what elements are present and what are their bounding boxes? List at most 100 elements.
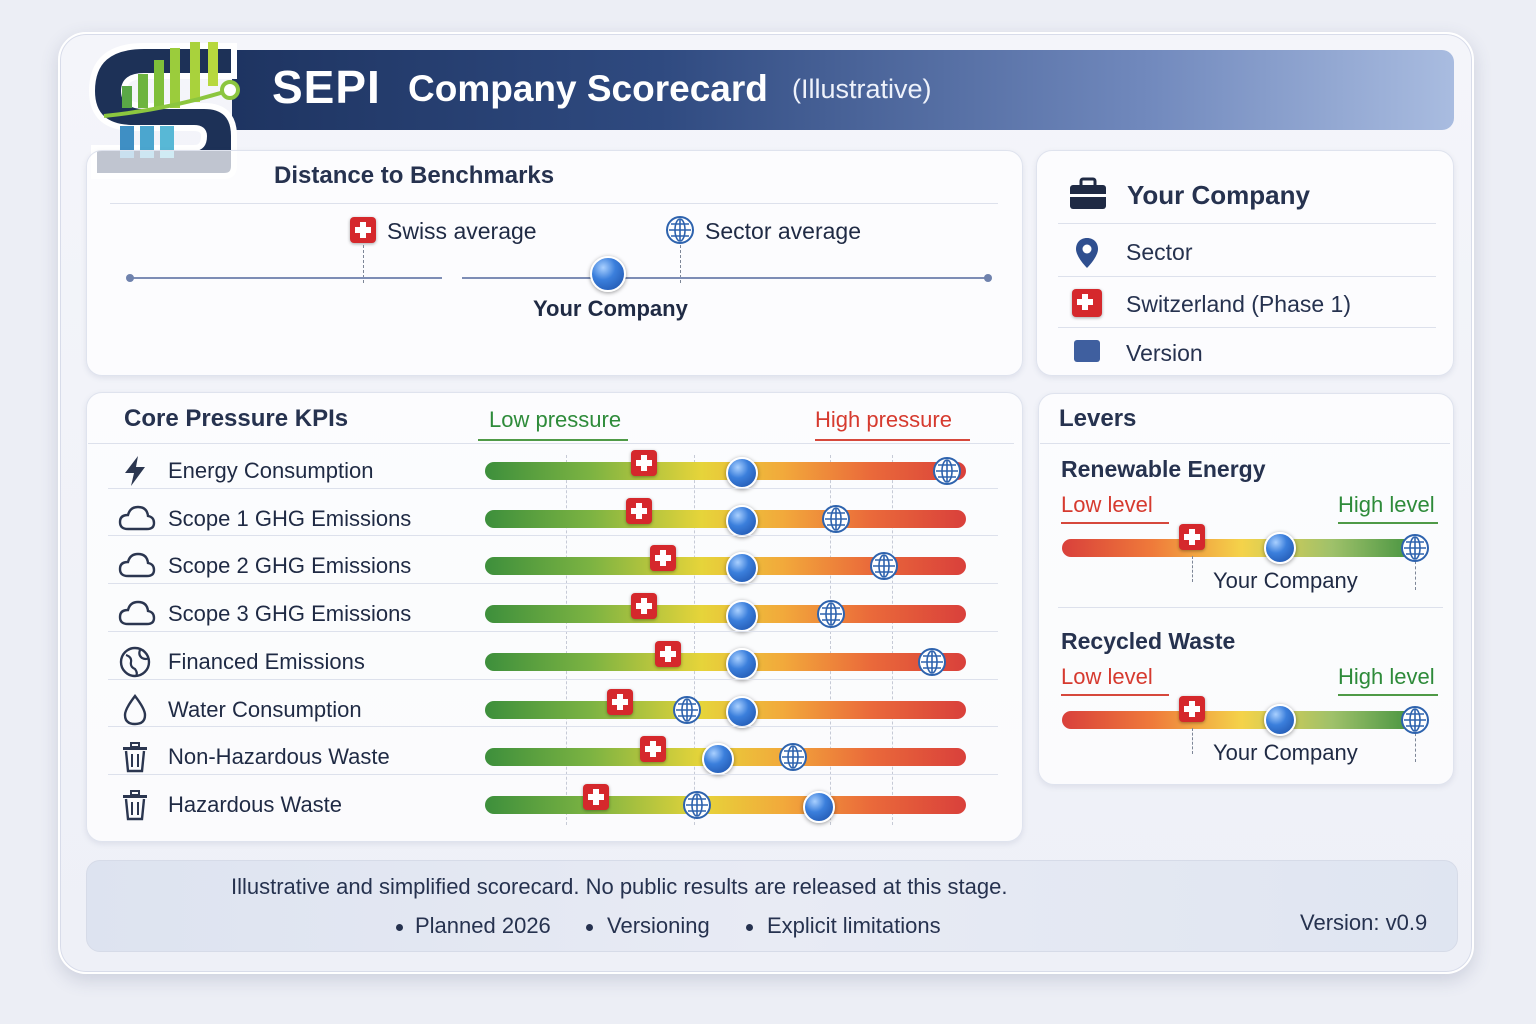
high-level-arrow xyxy=(1338,694,1438,696)
sector-info-label: Sector xyxy=(1126,239,1193,265)
divider xyxy=(1058,607,1443,608)
your-company-marker xyxy=(725,600,758,633)
sector-average-label: Sector average xyxy=(705,218,861,244)
swiss-average-marker xyxy=(630,593,657,620)
row-divider xyxy=(108,630,998,632)
marker-line xyxy=(1414,728,1416,762)
guide-line xyxy=(694,455,695,825)
kpi-label: Hazardous Waste xyxy=(168,791,343,817)
divider xyxy=(1058,327,1436,328)
page-title: Company Scorecard xyxy=(408,68,768,109)
row-divider xyxy=(108,726,998,728)
swiss-marker-line xyxy=(363,245,364,283)
kpi-label: Non-Hazardous Waste xyxy=(168,744,390,770)
your-company-marker xyxy=(1264,704,1296,736)
swiss-average-marker xyxy=(654,640,681,667)
your-company-marker xyxy=(802,790,835,823)
swiss-average-marker xyxy=(625,497,652,524)
your-company-marker xyxy=(725,647,758,680)
company-info-title: Your Company xyxy=(1127,180,1310,210)
sector-average-marker xyxy=(682,790,711,819)
swiss-average-marker xyxy=(1178,524,1205,550)
water-drop-icon xyxy=(118,693,152,727)
your-company-marker xyxy=(701,743,734,776)
sector-average-marker xyxy=(817,600,846,629)
swiss-average-marker xyxy=(640,736,667,763)
kpi-gradient-bar xyxy=(485,557,966,576)
sector-average-marker xyxy=(778,743,807,772)
lever-gradient-bar xyxy=(1062,711,1422,729)
row-divider xyxy=(108,678,998,680)
kpi-gradient-bar xyxy=(485,605,966,624)
your-company-marker xyxy=(725,457,758,489)
bullet-dot xyxy=(746,924,753,931)
bullet-dot xyxy=(396,924,403,931)
divider xyxy=(88,443,1014,444)
high-level-label: High level xyxy=(1338,664,1435,689)
lever-gradient-bar xyxy=(1062,539,1422,557)
guide-line xyxy=(566,455,567,825)
location-pin-icon xyxy=(1072,236,1108,272)
footer-bullet-planned: Planned 2026 xyxy=(415,913,551,938)
globe-icon xyxy=(666,216,694,244)
guide-line xyxy=(892,455,893,825)
square-icon xyxy=(1074,340,1100,362)
axis-end-dot xyxy=(984,274,992,282)
benchmark-axis-left xyxy=(130,277,442,279)
version-label: Version: v0.9 xyxy=(1300,910,1428,935)
header-bar xyxy=(232,50,1454,130)
swiss-average-marker xyxy=(582,783,609,810)
lever-title: Renewable Energy xyxy=(1061,456,1266,482)
globe-leaf-icon xyxy=(118,645,152,679)
kpi-label: Financed Emissions xyxy=(168,648,365,674)
benchmark-axis-right xyxy=(462,277,988,279)
bullet-dot xyxy=(586,924,593,931)
sector-average-marker xyxy=(1400,534,1429,562)
sector-average-marker xyxy=(870,552,899,581)
swiss-flag-icon xyxy=(350,217,376,243)
footer-bullet-versioning: Versioning xyxy=(607,913,710,938)
swiss-average-label: Swiss average xyxy=(387,218,537,244)
footer-note: Illustrative and simplified scorecard. N… xyxy=(231,874,1008,899)
your-company-marker xyxy=(725,504,758,537)
swiss-flag-icon xyxy=(1072,289,1102,317)
illustrative-note: (Illustrative) xyxy=(792,74,932,104)
your-company-marker xyxy=(725,695,758,728)
axis-start-dot xyxy=(126,274,134,282)
brand-title: SEPI xyxy=(272,61,381,113)
high-pressure-label: High pressure xyxy=(815,407,952,432)
low-level-arrow xyxy=(1061,522,1169,524)
row-divider xyxy=(108,487,998,489)
swiss-average-marker xyxy=(606,688,633,715)
kpi-label: Energy Consumption xyxy=(168,458,374,483)
kpi-label: Water Consumption xyxy=(168,696,362,722)
footer-panel xyxy=(86,860,1458,952)
kpi-gradient-bar xyxy=(485,652,966,671)
your-company-marker xyxy=(1264,532,1296,564)
kpi-label: Scope 1 GHG Emissions xyxy=(168,505,412,531)
divider xyxy=(110,203,998,204)
your-company-label: Your Company xyxy=(1213,568,1358,593)
sector-average-marker xyxy=(1400,706,1429,734)
your-company-marker xyxy=(725,552,758,585)
low-pressure-label: Low pressure xyxy=(489,407,622,432)
benchmarks-title: Distance to Benchmarks xyxy=(274,162,555,189)
divider xyxy=(1040,443,1450,444)
marker-line xyxy=(1191,728,1193,754)
low-level-label: Low level xyxy=(1061,492,1153,517)
kpi-gradient-bar xyxy=(485,700,966,719)
your-company-label: Your Company xyxy=(1213,740,1358,765)
kpi-label: Scope 3 GHG Emissions xyxy=(168,601,412,627)
sector-average-marker xyxy=(918,647,947,676)
row-divider xyxy=(108,535,998,537)
kpi-gradient-bar xyxy=(485,795,966,814)
swiss-average-marker xyxy=(630,450,657,476)
sector-average-marker xyxy=(822,504,851,533)
row-divider xyxy=(108,583,998,585)
briefcase-icon xyxy=(1068,176,1106,212)
trash-bin-icon xyxy=(118,740,152,774)
kpi-gradient-bar xyxy=(485,462,966,480)
row-divider xyxy=(108,773,998,775)
divider xyxy=(1058,223,1436,224)
your-company-label: Your Company xyxy=(533,296,688,321)
